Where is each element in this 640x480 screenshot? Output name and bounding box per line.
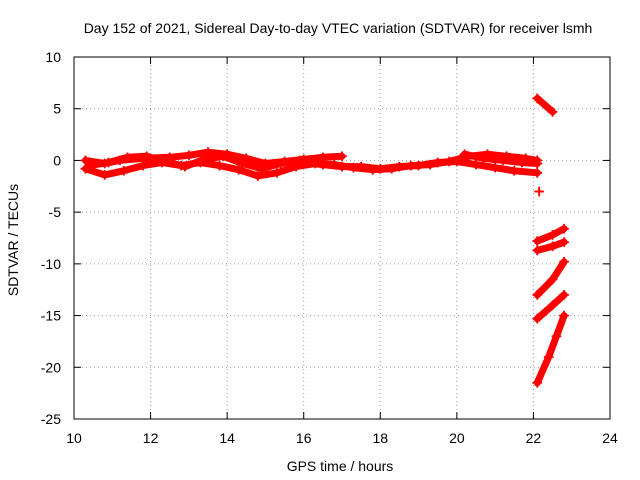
data-point [559,256,570,267]
plot-frame [73,56,611,420]
data-point [532,158,543,169]
data-point [532,377,543,388]
data-point [137,160,148,171]
data-point [490,162,501,173]
tick-labels: 10 12 14 16 18 20 22 24 10 5 0 -5 -10 -15 -20 -25 [41,49,618,446]
data-point [122,152,133,163]
x-tick-label: 18 [372,430,388,446]
data-point [233,164,244,175]
data-point [80,155,91,166]
data-point [459,149,470,160]
series-trace-c [84,151,305,174]
data-point [543,351,554,362]
series-trace-j [532,256,570,300]
data-series [80,93,570,388]
y-tick-label: -25 [41,411,61,427]
data-point [559,310,570,321]
data-point [559,289,570,300]
y-tick-label: -15 [41,308,61,324]
chart-title: Day 152 of 2021, Sidereal Day-to-day VTE… [84,20,593,36]
data-point [218,151,229,162]
data-point [160,156,171,167]
data-point [547,241,558,252]
data-point [256,163,267,174]
data-point [559,237,570,248]
data-point [317,159,328,170]
data-point [252,170,263,181]
series-trace-e [459,149,543,169]
series-trace [533,312,568,387]
data-point [497,155,508,166]
y-tick-label: -5 [49,204,62,220]
gridlines [74,57,610,419]
series-trace-l [532,310,570,388]
series-trace-f [532,93,558,117]
y-tick-label: 0 [53,152,61,168]
y-tick-label: 5 [53,101,61,117]
data-point [84,160,95,171]
data-point [559,223,570,234]
x-tick-label: 20 [449,430,465,446]
data-point [99,169,110,180]
x-tick-label: 14 [219,430,235,446]
data-point [337,151,347,162]
data-point [413,160,424,171]
series-trace-k [532,289,570,324]
data-point [141,151,152,162]
y-tick-label: -20 [41,359,61,375]
y-tick-label: -10 [41,256,61,272]
data-point [337,161,347,172]
axis-ticks [73,56,611,420]
data-point [478,153,489,164]
data-point [551,331,562,342]
data-point [471,159,481,170]
data-point [547,300,558,311]
data-point [118,165,129,176]
data-point [214,160,225,171]
series-trace-g [534,186,545,197]
data-point [183,150,194,161]
data-point [375,163,386,174]
x-tick-label: 22 [526,430,542,446]
data-point [199,154,210,165]
x-tick-label: 16 [296,430,312,446]
x-axis-label: GPS time / hours [287,458,394,474]
data-point [532,289,543,300]
data-point [237,158,248,169]
data-point [394,161,405,172]
data-point [203,147,213,158]
data-point [275,158,286,169]
data-point [432,157,443,168]
data-point [271,167,282,178]
data-point [547,229,558,240]
data-point [180,161,191,172]
data-point [532,245,543,256]
data-point [356,161,367,172]
x-tick-label: 12 [143,430,159,446]
data-point [532,167,543,178]
series-trace [533,258,568,299]
data-point [534,186,545,197]
data-point [298,157,309,168]
series-trace-h [532,223,570,247]
series-trace-d [298,156,543,178]
y-tick-label: 10 [45,49,61,65]
series-trace-i [532,237,570,256]
data-point [516,157,527,168]
data-point [547,274,558,285]
data-point [547,106,558,117]
data-point [103,157,114,168]
data-point [509,165,520,176]
x-tick-label: 24 [602,430,618,446]
y-axis-label: SDTVAR / TECUs [5,184,21,296]
series-trace [533,94,557,116]
data-point [532,93,543,104]
x-tick-label: 10 [66,430,82,446]
data-point [532,236,543,247]
data-point [532,313,543,324]
data-point [451,156,462,167]
